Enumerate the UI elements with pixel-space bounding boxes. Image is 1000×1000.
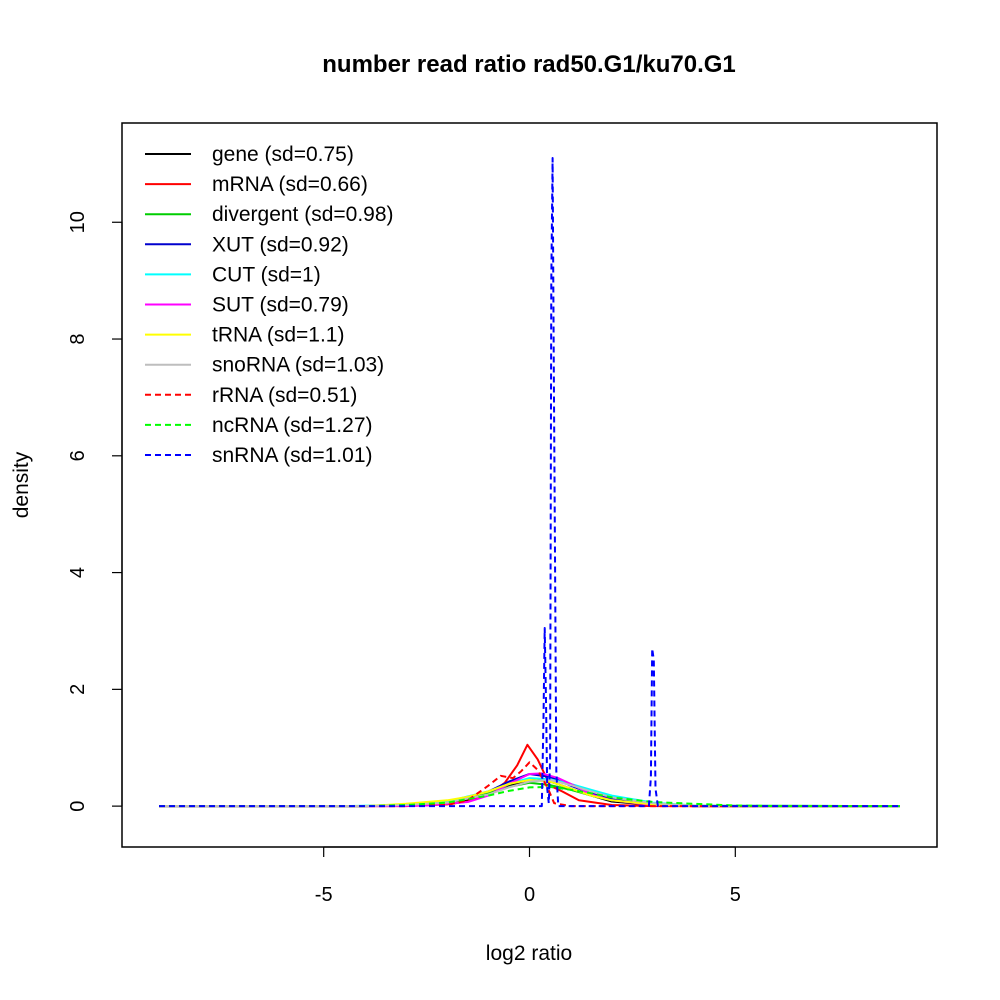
legend-label: SUT (sd=0.79) <box>212 294 349 317</box>
y-tick-label: 2 <box>67 684 89 695</box>
legend-label: rRNA (sd=0.51) <box>212 384 357 407</box>
legend-label: ncRNA (sd=1.27) <box>212 414 373 437</box>
x-axis-label: log2 ratio <box>486 942 572 965</box>
x-tick-label: 0 <box>524 884 535 906</box>
y-axis-label: density <box>10 451 33 518</box>
y-axis: 0 2 4 6 8 10 <box>67 211 123 812</box>
chart-title: number read ratio rad50.G1/ku70.G1 <box>322 51 736 78</box>
series-line <box>159 157 900 808</box>
legend: gene (sd=0.75) mRNA (sd=0.66) divergent (s… <box>145 143 394 467</box>
y-tick-label: 4 <box>67 567 89 578</box>
series-line <box>159 761 900 808</box>
series-line <box>159 781 901 808</box>
y-tick-label: 6 <box>67 450 89 461</box>
legend-label: tRNA (sd=1.1) <box>212 324 344 347</box>
y-tick-label: 0 <box>67 801 89 812</box>
series-line <box>159 743 900 808</box>
legend-label: XUT (sd=0.92) <box>212 233 349 256</box>
x-axis: -5 0 5 <box>315 846 741 906</box>
y-tick-label: 8 <box>67 333 89 344</box>
y-tick-label: 10 <box>67 211 89 233</box>
series-lines <box>159 157 901 808</box>
series-line <box>159 778 900 808</box>
x-tick-label: 5 <box>730 884 741 906</box>
x-tick-label: -5 <box>315 884 333 906</box>
legend-label: gene (sd=0.75) <box>212 143 354 166</box>
plot-frame <box>121 122 938 848</box>
series-line <box>159 778 901 808</box>
legend-label: divergent (sd=0.98) <box>212 203 394 226</box>
series-line <box>159 785 900 808</box>
legend-label: snRNA (sd=1.01) <box>212 444 373 467</box>
legend-label: snoRNA (sd=1.03) <box>212 354 384 377</box>
legend-label: CUT (sd=1) <box>212 263 321 286</box>
legend-label: mRNA (sd=0.66) <box>212 173 368 196</box>
